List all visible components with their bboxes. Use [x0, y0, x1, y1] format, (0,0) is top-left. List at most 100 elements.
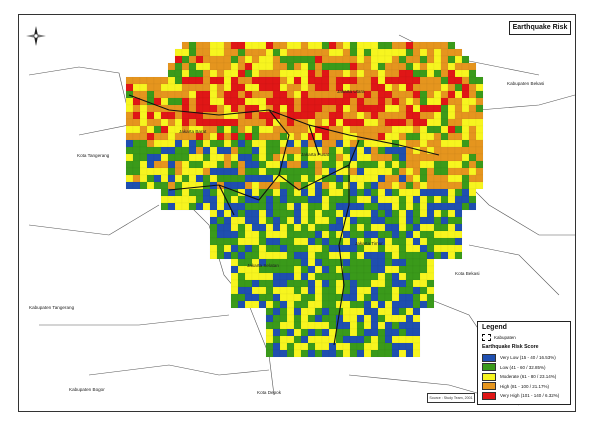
risk-grid-cell [314, 279, 323, 288]
risk-grid-cell [454, 223, 463, 232]
risk-grid-cell [419, 237, 428, 246]
risk-grid-cell [237, 223, 246, 232]
risk-grid-cell [363, 216, 372, 225]
risk-grid-cell [167, 153, 176, 162]
risk-grid-cell [174, 90, 183, 99]
risk-grid-cell [321, 69, 330, 78]
risk-grid-cell [174, 202, 183, 211]
risk-grid-cell [139, 174, 148, 183]
risk-grid-cell [335, 104, 344, 113]
risk-grid-cell [335, 139, 344, 148]
risk-grid-cell [230, 167, 239, 176]
risk-grid-cell [160, 83, 169, 92]
risk-grid-cell [314, 118, 323, 127]
risk-grid-cell [405, 251, 414, 260]
risk-grid-cell [265, 174, 274, 183]
risk-grid-cell [349, 328, 358, 337]
risk-grid-cell [475, 76, 484, 85]
risk-grid-cell [454, 139, 463, 148]
risk-grid-cell [412, 279, 421, 288]
risk-grid-cell [314, 244, 323, 253]
risk-grid-cell [258, 223, 267, 232]
risk-grid-cell [265, 195, 274, 204]
risk-grid-cell [363, 307, 372, 316]
risk-grid-cell [300, 328, 309, 337]
legend-class-label: Low (41 - 60 / 32.85%) [500, 364, 546, 370]
risk-grid-cell [272, 244, 281, 253]
risk-grid-cell [244, 216, 253, 225]
risk-grid-cell [349, 160, 358, 169]
legend-class-row: Very High (101 - 140 / 6.32%) [482, 391, 568, 401]
risk-grid-cell [419, 160, 428, 169]
risk-grid-cell [384, 279, 393, 288]
risk-grid-cell [230, 202, 239, 211]
risk-grid-cell [433, 97, 442, 106]
risk-grid-cell [447, 104, 456, 113]
risk-grid-cell [454, 181, 463, 190]
risk-grid-cell [209, 69, 218, 78]
risk-grid-cell [160, 118, 169, 127]
risk-grid-cell [475, 104, 484, 113]
risk-grid-cell [328, 293, 337, 302]
risk-grid-cell [132, 146, 141, 155]
risk-grid-cell [167, 90, 176, 99]
risk-grid-cell [370, 55, 379, 64]
risk-grid-cell [412, 209, 421, 218]
risk-grid-cell [356, 97, 365, 106]
risk-grid-cell [286, 83, 295, 92]
risk-grid-cell [461, 111, 470, 120]
risk-grid-cell [384, 328, 393, 337]
risk-grid-cell [181, 146, 190, 155]
legend-class-row: Moderate (61 - 80 / 23.14%) [482, 372, 568, 382]
risk-grid-cell [468, 167, 477, 176]
risk-grid-cell [132, 167, 141, 176]
risk-grid-cell [356, 104, 365, 113]
risk-grid-cell [419, 258, 428, 267]
risk-grid-cell [447, 251, 456, 260]
risk-grid-cell [412, 167, 421, 176]
risk-grid-cell [258, 153, 267, 162]
risk-grid-cell [405, 188, 414, 197]
risk-grid-cell [209, 132, 218, 141]
risk-grid-cell [328, 69, 337, 78]
risk-grid-cell [447, 62, 456, 71]
risk-grid-cell [293, 335, 302, 344]
risk-grid-cell [419, 104, 428, 113]
risk-grid-cell [223, 209, 232, 218]
risk-grid-cell [307, 41, 316, 50]
risk-grid-cell [419, 55, 428, 64]
risk-grid-cell [181, 174, 190, 183]
risk-grid-cell [468, 83, 477, 92]
legend-class-row: Very Low (15 - 40 / 16.53%) [482, 353, 568, 363]
earthquake-risk-map[interactable] [19, 15, 575, 411]
risk-grid-cell [433, 69, 442, 78]
risk-grid-cell [440, 69, 449, 78]
risk-grid-cell [188, 97, 197, 106]
risk-grid-cell [412, 335, 421, 344]
risk-grid-cell [307, 237, 316, 246]
risk-grid-cell [216, 230, 225, 239]
risk-grid-cell [230, 244, 239, 253]
risk-grid-cell [426, 83, 435, 92]
risk-grid-cell [412, 125, 421, 134]
risk-grid-cell [377, 202, 386, 211]
risk-grid-cell [377, 167, 386, 176]
risk-grid-cell [363, 244, 372, 253]
risk-grid-cell [160, 132, 169, 141]
risk-grid-cell [356, 153, 365, 162]
risk-grid-cell [433, 76, 442, 85]
risk-grid-cell [447, 146, 456, 155]
risk-grid-cell [356, 41, 365, 50]
risk-grid-cell [258, 83, 267, 92]
risk-grid-cell [300, 104, 309, 113]
risk-grid-cell [405, 349, 414, 358]
risk-grid-cell [237, 195, 246, 204]
risk-grid-cell [237, 258, 246, 267]
risk-grid-cell [342, 118, 351, 127]
risk-grid-cell [286, 216, 295, 225]
risk-grid-cell [174, 97, 183, 106]
risk-grid-cell [314, 293, 323, 302]
risk-grid-cell [440, 90, 449, 99]
risk-grid-cell [293, 104, 302, 113]
risk-grid-cell [356, 209, 365, 218]
